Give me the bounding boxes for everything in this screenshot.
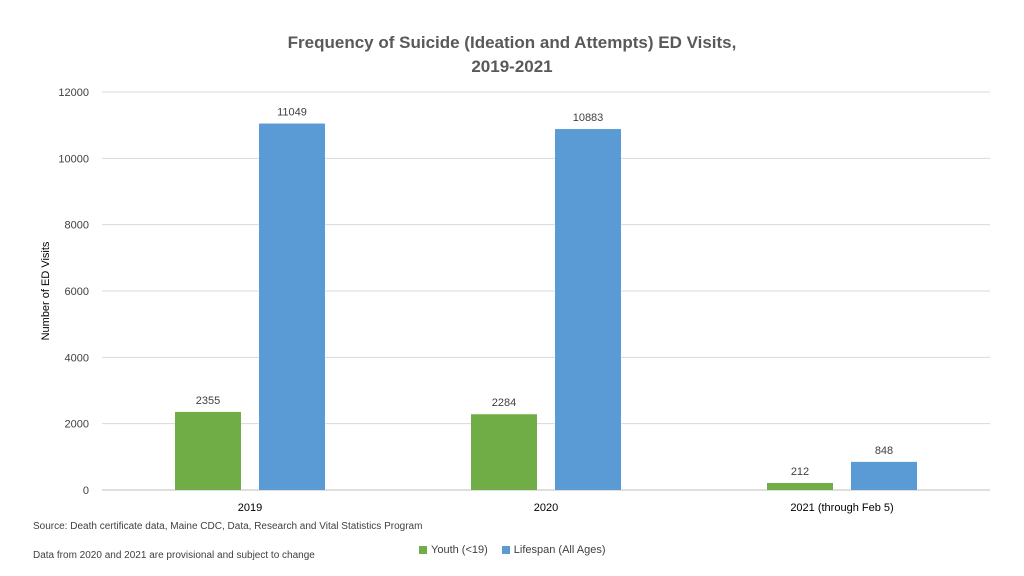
data-label: 11049: [277, 107, 307, 119]
y-tick-label: 0: [83, 485, 89, 497]
legend-swatch-youth: [419, 546, 427, 554]
data-label: 848: [875, 445, 893, 457]
chart-title-line-2: 2019-2021: [471, 57, 552, 76]
y-tick-label: 2000: [65, 419, 89, 431]
legend-swatch-lifespan: [501, 546, 510, 554]
y-tick-label: 8000: [65, 220, 89, 232]
y-tick-label: 4000: [65, 352, 89, 364]
data-label: 212: [791, 466, 809, 478]
x-category-label: 2019: [238, 502, 262, 514]
source-note: Source: Death certificate data, Maine CD…: [33, 521, 423, 532]
x-axis-categories: 2019 2020 2021 (through Feb 5): [238, 502, 894, 514]
bar-lifespan: [851, 461, 917, 490]
y-axis-ticks: 0 2000 4000 6000 8000 10000 12000: [58, 87, 89, 497]
bar-youth: [767, 482, 833, 490]
bar-youth: [471, 414, 537, 490]
bars: [175, 123, 917, 490]
y-axis-title: Number of ED Visits: [40, 241, 52, 340]
legend: Youth (<19) Lifespan (All Ages): [419, 544, 606, 556]
y-tick-label: 10000: [58, 153, 89, 165]
y-tick-label: 6000: [65, 286, 89, 298]
legend-item-lifespan: Lifespan (All Ages): [501, 544, 606, 556]
data-labels: 2355 11049 2284 10883 212 848: [196, 107, 893, 478]
data-label: 2284: [492, 397, 516, 409]
provisional-note: Data from 2020 and 2021 are provisional …: [33, 550, 315, 561]
bar-lifespan: [555, 129, 621, 490]
x-category-label: 2021 (through Feb 5): [790, 502, 893, 514]
y-tick-label: 12000: [58, 87, 89, 99]
chart-title-line-1: Frequency of Suicide (Ideation and Attem…: [288, 33, 737, 52]
legend-label-youth: Youth (<19): [431, 544, 488, 556]
bar-lifespan: [259, 123, 325, 490]
x-category-label: 2020: [534, 502, 558, 514]
gridlines: [102, 91, 990, 491]
bar-youth: [175, 411, 241, 490]
data-label: 10883: [573, 112, 604, 124]
legend-label-lifespan: Lifespan (All Ages): [513, 544, 606, 556]
data-label: 2355: [196, 395, 220, 407]
legend-item-youth: Youth (<19): [419, 544, 488, 556]
